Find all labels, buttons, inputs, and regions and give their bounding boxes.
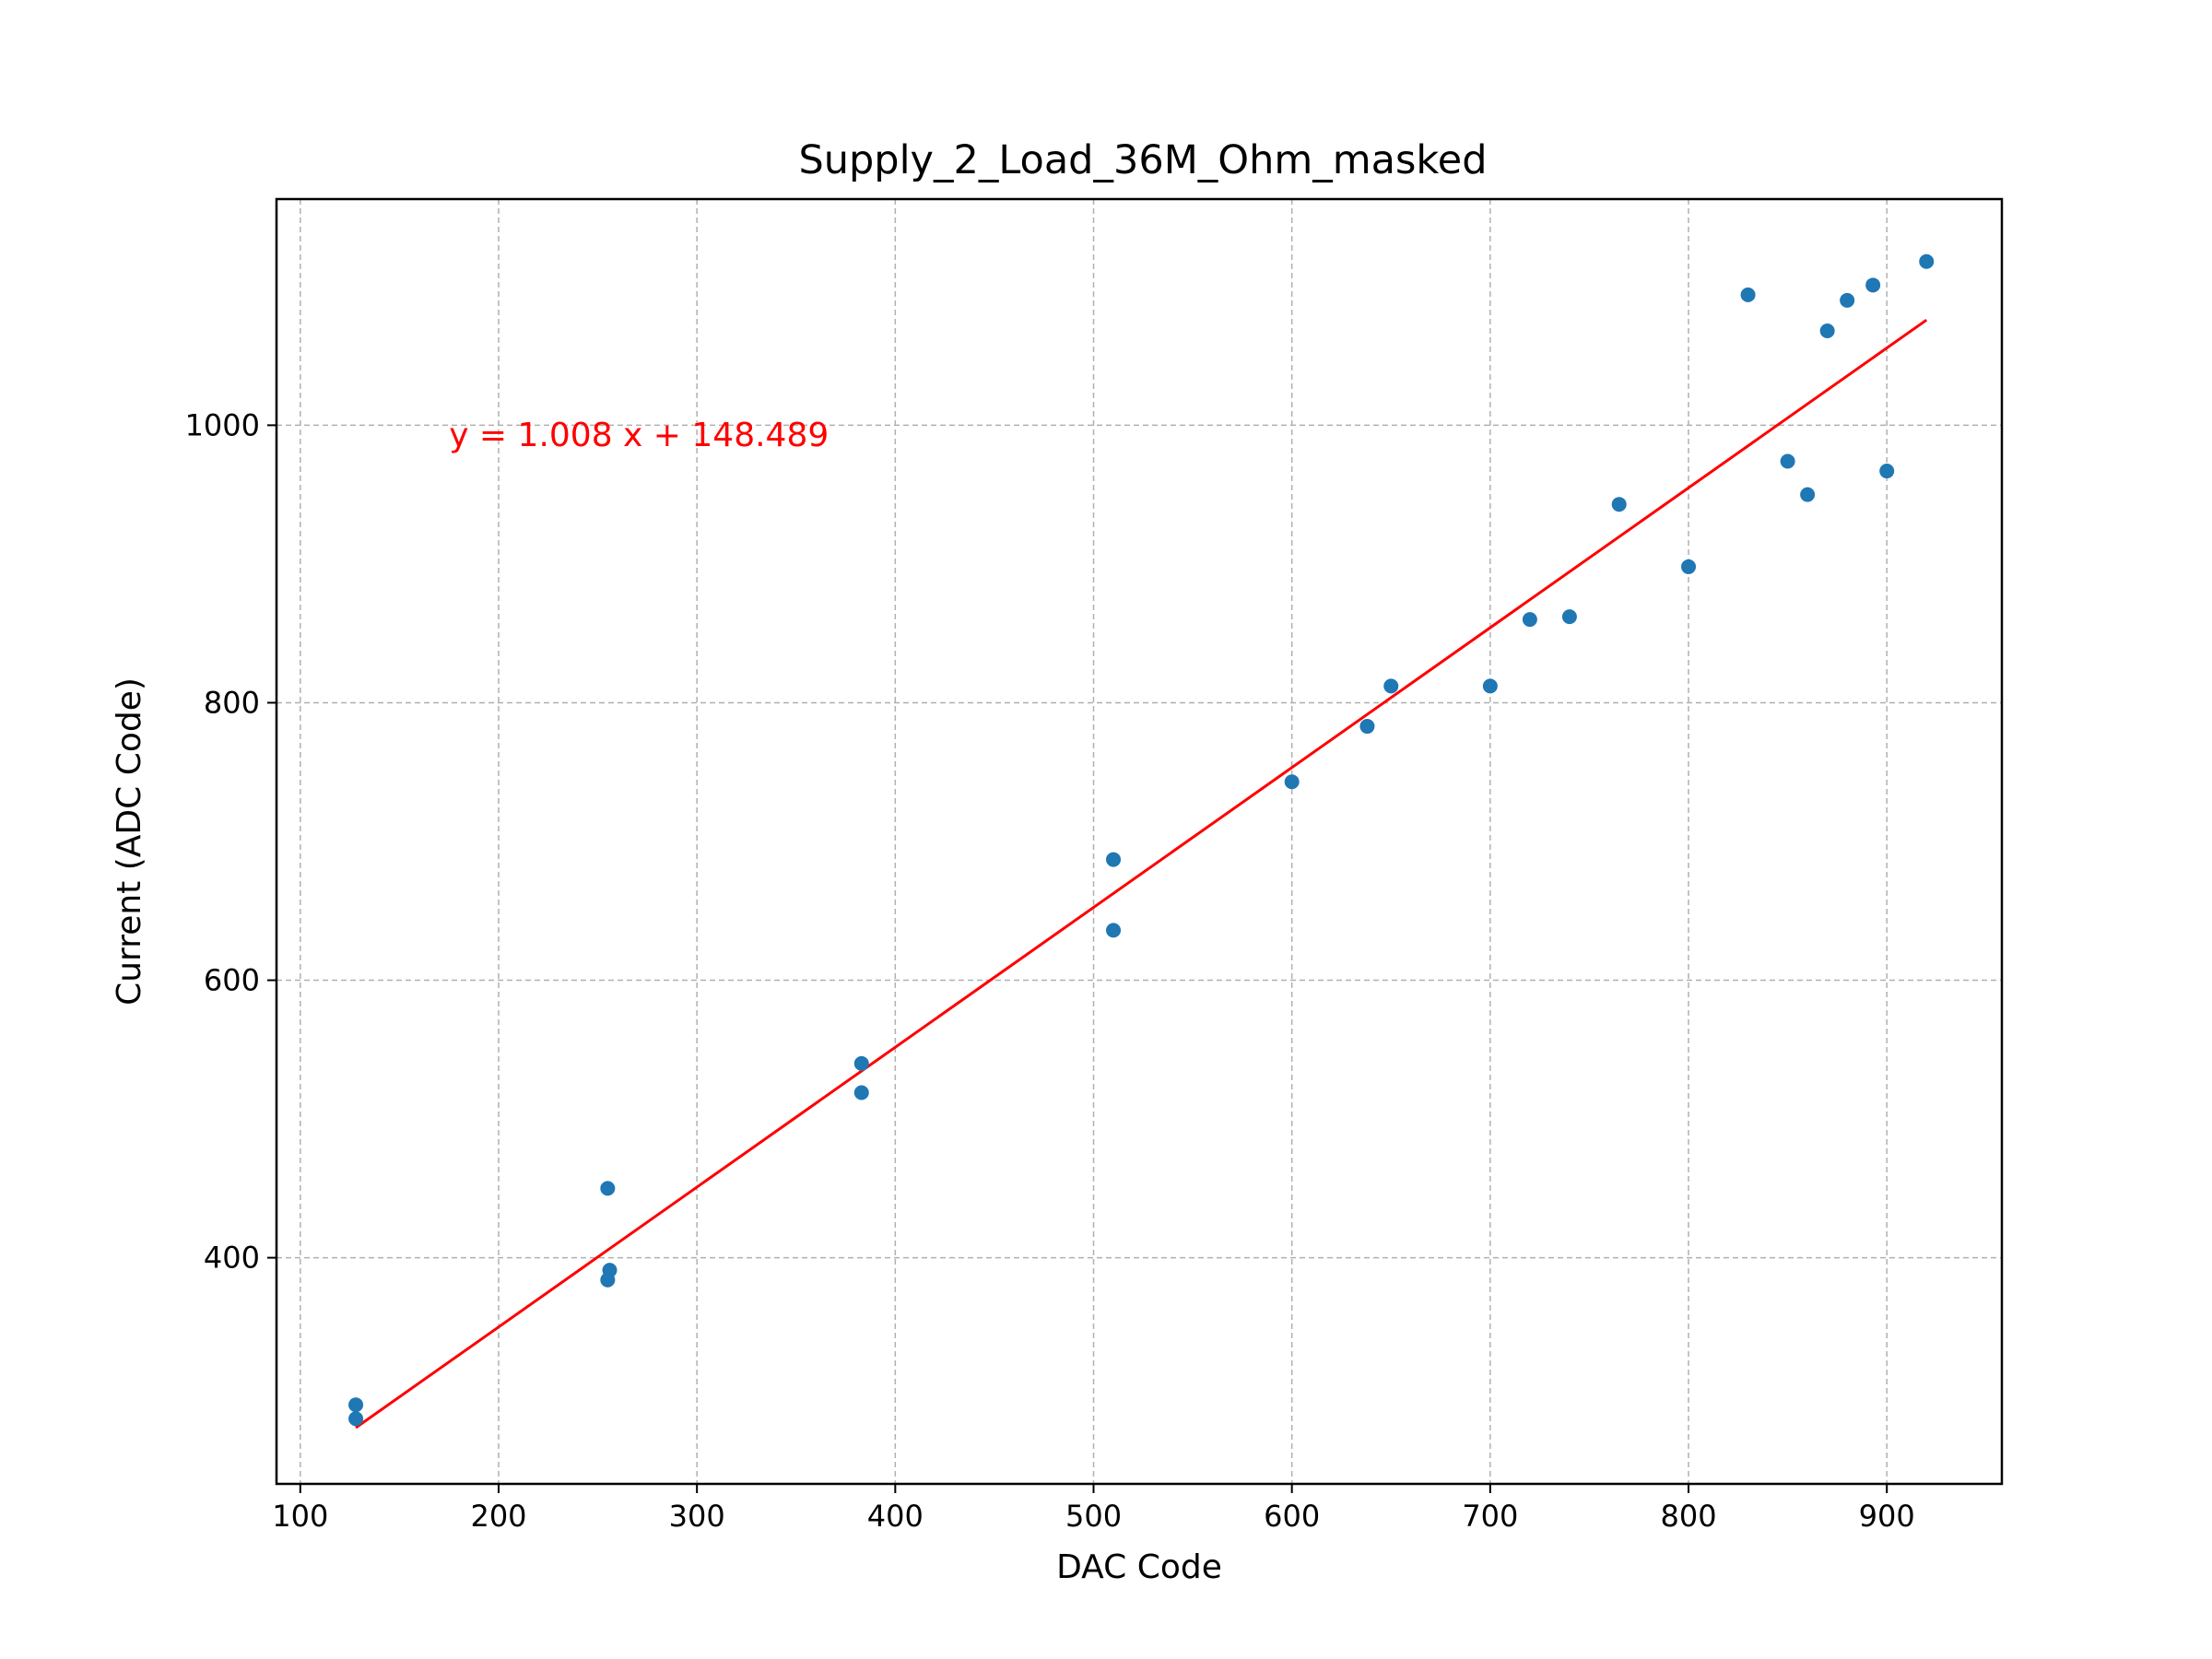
- scatter-point: [1522, 612, 1537, 628]
- scatter-point: [1780, 453, 1795, 469]
- scatter-point: [1106, 923, 1122, 938]
- grid: [276, 199, 2002, 1484]
- y-tick-label: 600: [204, 963, 260, 998]
- x-tick-label: 500: [1065, 1499, 1122, 1534]
- scatter-point: [853, 1085, 869, 1100]
- y-tick-label: 400: [204, 1241, 260, 1276]
- scatter-point: [600, 1272, 616, 1288]
- scatter-point: [1865, 277, 1881, 293]
- scatter-point: [1561, 609, 1577, 625]
- x-tick-label: 300: [669, 1499, 725, 1534]
- scatter-point: [1840, 292, 1855, 308]
- y-tick-label: 1000: [185, 407, 260, 442]
- scatter-series: [348, 253, 1935, 1427]
- scatter-point: [600, 1181, 616, 1196]
- scatter-point: [1284, 774, 1300, 790]
- x-tick-label: 400: [867, 1499, 924, 1534]
- x-tick-label: 200: [470, 1499, 526, 1534]
- fit-line: [355, 318, 1928, 1430]
- x-tick-label: 800: [1660, 1499, 1716, 1534]
- x-tick-label: 100: [272, 1499, 328, 1534]
- scatter-point: [1819, 324, 1835, 339]
- scatter-point: [1106, 852, 1122, 867]
- scatter-point: [348, 1397, 364, 1413]
- x-tick-label: 900: [1859, 1499, 1915, 1534]
- y-axis: 400 600 800 1000: [185, 407, 276, 1276]
- scatter-point: [1359, 719, 1375, 735]
- scatter-point: [1740, 287, 1756, 302]
- x-tick-label: 600: [1264, 1499, 1320, 1534]
- scatter-point: [1482, 678, 1498, 694]
- scatter-point: [853, 1055, 869, 1071]
- plot-frame: [275, 197, 2004, 1486]
- scatter-point: [1800, 487, 1816, 502]
- scatter-point: [1879, 464, 1895, 479]
- fit-equation-annotation: y = 1.008 x + 148.489: [449, 417, 829, 454]
- chart-title: Supply_2_Load_36M_Ohm_masked: [798, 137, 1487, 183]
- x-tick-label: 700: [1462, 1499, 1518, 1534]
- x-axis-title: DAC Code: [1056, 1548, 1222, 1586]
- fit-line-group: [355, 318, 1928, 1430]
- scatter-point: [1919, 253, 1935, 269]
- y-tick-label: 800: [204, 685, 260, 720]
- x-axis: 100 200 300 400 500 600 700 800 900: [272, 1484, 1915, 1534]
- scatter-point: [1611, 497, 1627, 512]
- scatter-point: [348, 1411, 364, 1427]
- y-axis-title: Current (ADC Code): [111, 677, 148, 1006]
- scatter-point: [1681, 559, 1697, 574]
- scatter-point: [1383, 678, 1399, 694]
